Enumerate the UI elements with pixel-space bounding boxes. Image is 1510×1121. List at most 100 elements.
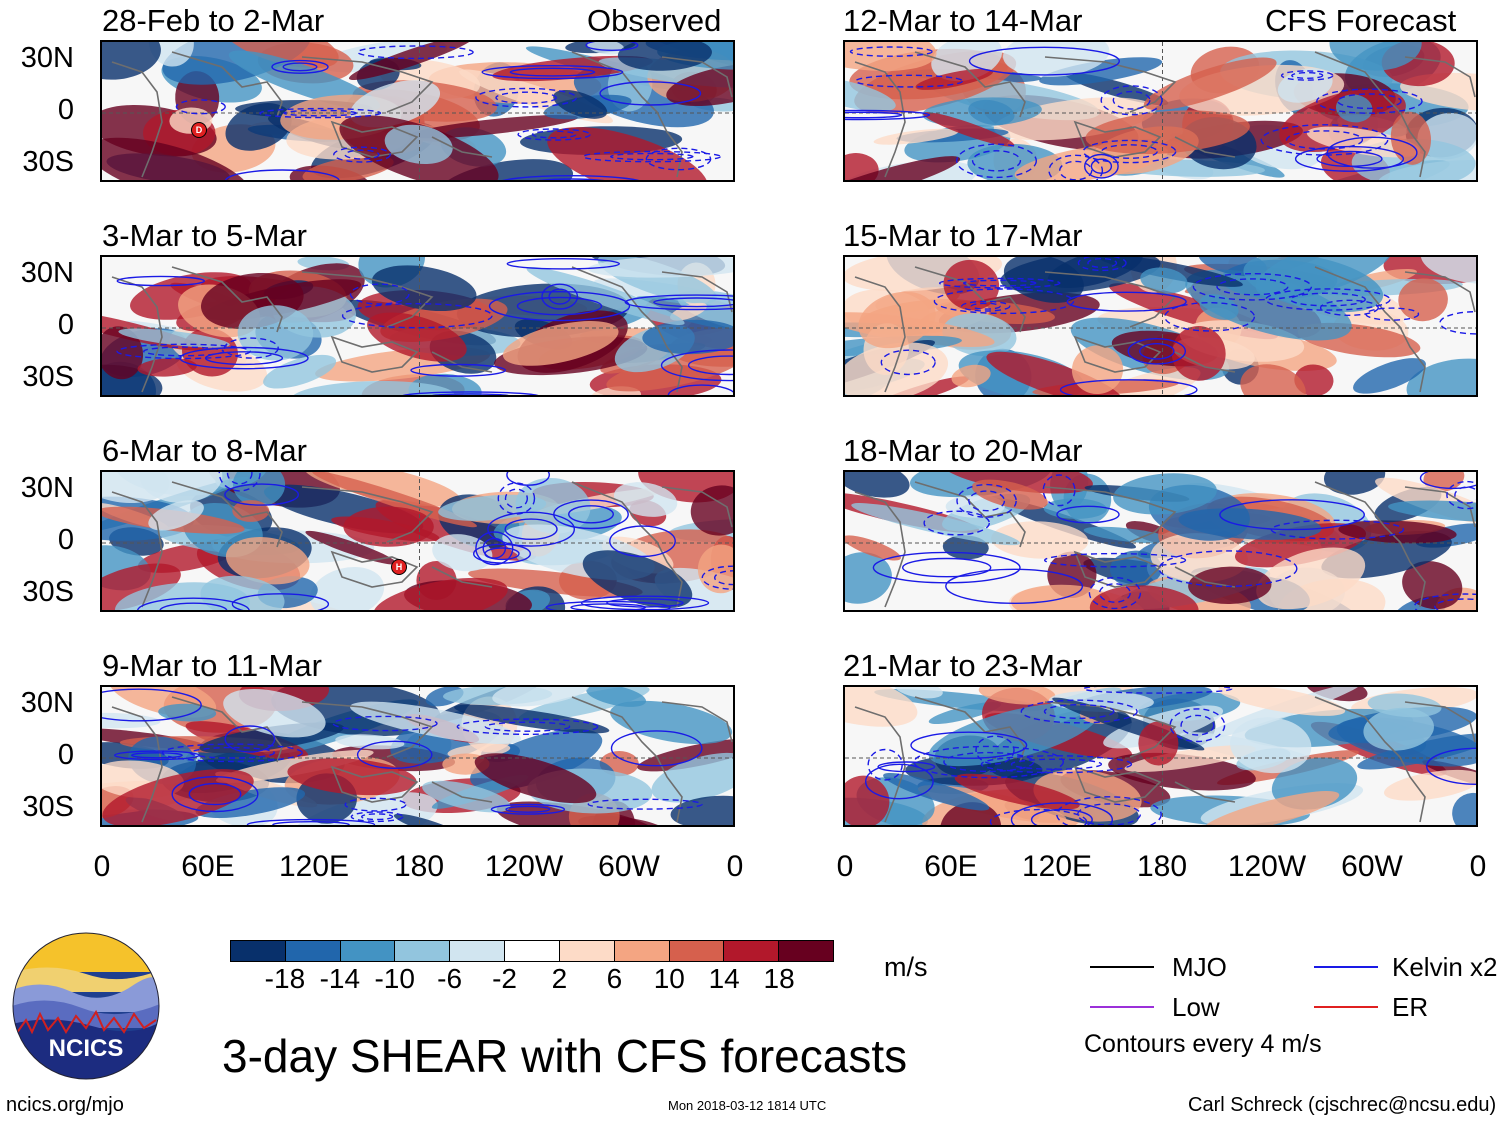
kelvin-contour [282, 62, 318, 72]
kelvin-contour [609, 152, 694, 161]
kelvin-contour [1030, 808, 1093, 825]
anomaly-blob [158, 703, 217, 722]
shear-field-7 [845, 687, 1476, 825]
kelvin-contour [333, 146, 391, 163]
panel-title-right-1: 15-Mar to 17-Mar [843, 218, 1083, 253]
kelvin-contour [204, 351, 284, 366]
kelvin-contour [582, 150, 722, 163]
kelvin-contour [484, 721, 571, 732]
kelvin-contour [845, 111, 903, 119]
kelvin-contour [1044, 552, 1187, 568]
kelvin-contour [171, 775, 259, 813]
colorbar-cell-7 [614, 941, 670, 961]
xtick-right-5: 60W [1341, 850, 1403, 883]
logo-text: NCICS [49, 1035, 124, 1062]
kelvin-contour [880, 349, 936, 376]
kelvin-contour [1326, 136, 1418, 169]
anomaly-blob [335, 734, 405, 750]
coastline [914, 266, 1026, 333]
kelvin-contour [1048, 154, 1104, 180]
anomaly-blob [303, 472, 461, 507]
anomaly-blob [102, 563, 181, 610]
anomaly-blob [474, 753, 597, 804]
colorbar-cell-5 [505, 941, 560, 961]
anomaly-blob [148, 500, 204, 531]
coastline [571, 481, 683, 608]
anomaly-blob [102, 42, 161, 80]
colorbar-label-7: 10 [653, 963, 685, 994]
anomaly-blob [690, 485, 733, 536]
kelvin-contour [116, 275, 205, 287]
coastline [171, 51, 283, 118]
kelvin-contour [481, 65, 624, 80]
kelvin-contour [1127, 338, 1186, 365]
map-panel-left-3 [100, 685, 735, 827]
anomaly-blob [373, 577, 508, 610]
coastline [854, 61, 906, 178]
colorbar-cell-6 [559, 941, 615, 961]
xtick-right-3: 180 [1136, 850, 1188, 883]
kelvin-contour [102, 688, 202, 722]
anomaly-blob [1043, 498, 1107, 519]
anomaly-blob [1178, 508, 1322, 540]
colorbar-cell-9 [724, 941, 780, 961]
kelvin-contour [490, 803, 566, 815]
anomaly-blob [845, 42, 937, 71]
kelvin-contour [488, 290, 631, 322]
kelvin-contour [332, 715, 438, 732]
kelvin-contour [1169, 708, 1226, 743]
coastline [1044, 701, 1177, 758]
coastline [661, 56, 733, 98]
anomaly-blob [393, 813, 462, 825]
kelvin-contour [568, 505, 615, 524]
kelvin-contour [968, 46, 1120, 76]
kelvin-contour [1260, 124, 1389, 156]
colorbar-label-1: -14 [319, 963, 361, 994]
kelvin-contour [159, 602, 228, 610]
legend-label-kelvin: Kelvin x2 [1392, 952, 1498, 982]
panel-title-right-2: 18-Mar to 20-Mar [843, 433, 1083, 468]
xtick-right-6: 0 [1469, 850, 1487, 883]
kelvin-contour [536, 178, 605, 180]
map-panel-left-0 [100, 40, 735, 182]
kelvin-contour [1088, 576, 1142, 610]
anomaly-blob [1083, 526, 1172, 544]
storm-marker-h: H [391, 559, 407, 575]
coastline [111, 61, 163, 178]
coastline [1314, 696, 1426, 823]
coastline [1174, 136, 1236, 158]
kelvin-contour [1158, 550, 1298, 587]
ytick-eq-3: 0 [57, 739, 74, 771]
ytick-eq-2: 0 [57, 524, 74, 556]
kelvin-contour [645, 147, 712, 171]
coastline [1314, 51, 1426, 178]
anomaly-blob [845, 775, 890, 825]
kelvin-contour [701, 565, 733, 590]
anomaly-blob [845, 535, 901, 561]
coastline [111, 491, 163, 608]
anomaly-blob [845, 552, 892, 604]
footer-url[interactable]: ncics.org/mjo [6, 1094, 124, 1116]
anomaly-blob [894, 687, 943, 699]
colorbar-cell-2 [340, 941, 396, 961]
kelvin-contour [1319, 299, 1379, 316]
ytick-30s-2: 30S [22, 576, 74, 608]
coastline [431, 351, 493, 373]
shear-field-3 [102, 687, 733, 825]
kelvin-contour [1083, 153, 1119, 179]
anomaly-blob [589, 386, 642, 395]
kelvin-contour [570, 603, 647, 610]
colorbar-cell-4 [450, 941, 506, 961]
anomaly-blob [606, 350, 733, 392]
anomaly-blob [312, 472, 477, 528]
anomaly-blob [858, 291, 936, 349]
anomaly-blob [883, 772, 990, 811]
kelvin-contour [509, 67, 596, 77]
anomaly-blob [1185, 269, 1352, 341]
anomaly-blob [195, 787, 306, 818]
kelvin-contour [968, 490, 1006, 512]
anomaly-blob [613, 482, 678, 517]
shear-field-1 [102, 257, 733, 395]
anomaly-blob [954, 773, 1080, 810]
coastline [1044, 486, 1177, 543]
